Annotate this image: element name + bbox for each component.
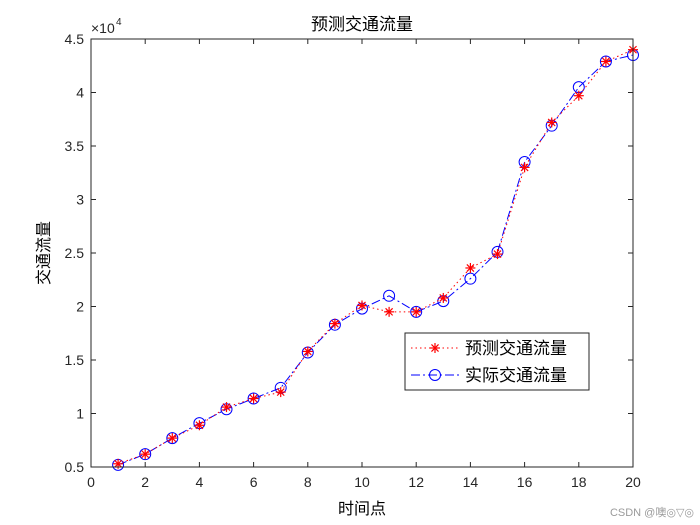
y-exponent-power: 4 [116,17,122,28]
data-point [275,387,286,398]
data-point-stroke [466,264,475,272]
x-tick-label: 0 [87,474,95,490]
data-point [383,289,396,302]
data-point [600,56,611,67]
data-point [573,90,584,101]
data-point [248,393,259,404]
x-tick-label: 6 [250,474,258,490]
data-point-stroke [276,388,285,397]
data-point [519,162,530,173]
data-point-stroke [358,301,366,310]
data-point [194,420,205,431]
data-point-stroke [114,459,123,468]
x-tick-label: 2 [141,474,149,490]
data-point-stroke [303,347,312,356]
data-point [438,292,449,303]
legend-marker [429,369,441,381]
data-point-stroke [330,319,339,328]
data-point [247,392,260,405]
x-tick-label: 20 [625,474,641,490]
watermark: CSDN @噢◎▽◎ [610,505,694,519]
data-point [357,300,367,311]
data-point-stroke [601,57,610,66]
y-tick-label: 0.5 [65,459,85,475]
data-point [166,432,179,445]
x-tick-label: 12 [408,474,424,490]
y-tick-label: 2 [76,299,84,315]
data-point [411,306,422,317]
x-axis-label: 时间点 [338,499,386,518]
legend-sample-predicted [411,343,459,353]
data-point-stroke [385,307,394,316]
data-point-stroke [195,421,204,430]
data-point-stroke [520,163,529,172]
y-tick-label: 1.5 [65,352,85,368]
plot-area [91,39,633,467]
series-predicted [113,44,638,469]
x-tick-label: 18 [571,474,587,490]
y-exponent-base: ×10 [91,20,115,36]
y-axis-label: 交通流量 [34,221,53,285]
data-point-stroke [439,293,448,302]
data-point-stroke [249,394,258,403]
x-tick-label: 8 [304,474,312,490]
y-tick-label: 2.5 [65,245,85,261]
axes-layer: 0 2 4 6 8 10 12 14 16 18 20 0.5 1 1.5 2 2.5 3 3.5 4 4.5 [65,31,641,490]
legend-label-actual: 实际交通流量 [465,366,567,386]
y-tick-label: 1 [76,406,84,422]
data-point [329,318,340,329]
data-point-stroke [547,118,556,127]
data-point [139,448,152,461]
series-layer [112,44,639,471]
legend-marker [430,343,440,353]
data-point [465,262,476,273]
y-tick-label: 4.5 [65,31,85,47]
data-point-stroke [412,307,421,316]
data-point-stroke [168,434,177,443]
data-point [167,433,178,444]
legend-sample-actual [411,369,459,381]
legend-marker-stroke [431,344,439,352]
data-point [546,117,557,128]
data-point [410,305,423,318]
data-point-stroke [141,450,150,459]
data-point-stroke [493,250,502,259]
legend-label-predicted: 预测交通流量 [465,339,567,359]
x-tick-label: 16 [517,474,533,490]
data-point [599,55,612,68]
data-point [140,449,151,460]
y-tick-label: 3.5 [65,138,85,154]
data-point [384,306,395,317]
legend: 预测交通流量 实际交通流量 [404,332,590,391]
series-line [117,49,634,465]
data-point [221,402,232,413]
y-tick-label: 4 [76,85,84,101]
data-point-stroke [222,403,231,412]
data-point [492,249,503,260]
x-tick-label: 14 [463,474,479,490]
chart-title: 预测交通流量 [311,15,413,35]
data-point [464,272,477,285]
data-point-stroke [574,91,583,100]
x-tick-label: 4 [196,474,204,490]
x-tick-label: 10 [354,474,370,490]
y-tick-label: 3 [76,192,84,208]
series-line [117,54,634,466]
data-point [302,346,313,357]
